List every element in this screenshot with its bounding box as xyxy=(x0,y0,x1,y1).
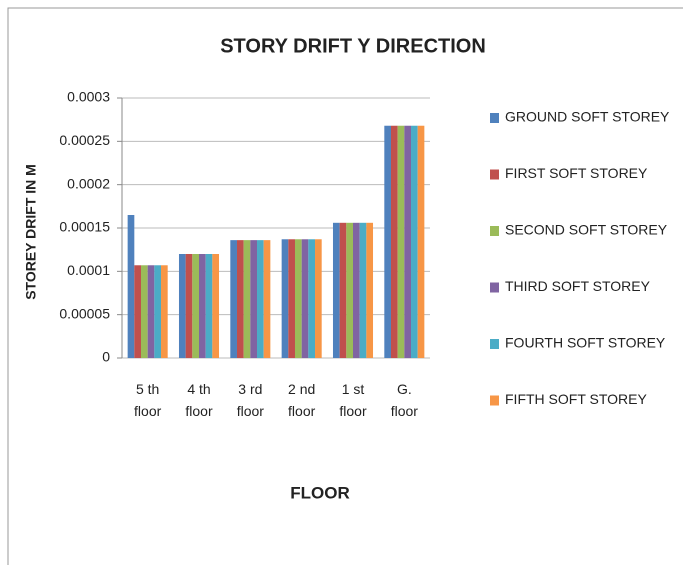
bar xyxy=(417,125,425,358)
x-tick-label: 4 th floor xyxy=(185,381,213,419)
bar xyxy=(397,125,405,358)
bar xyxy=(288,239,295,358)
legend-label: SECOND SOFT STOREY xyxy=(505,222,668,238)
legend-swatch xyxy=(490,113,499,123)
bar xyxy=(257,240,264,358)
y-tick-label: 0.00005 xyxy=(59,305,110,321)
legend-swatch xyxy=(490,226,499,236)
bar xyxy=(294,239,302,358)
x-tick-label: 3 rd floor xyxy=(236,381,264,419)
bar xyxy=(359,222,367,358)
legend-label: FIFTH SOFT STOREY xyxy=(505,391,647,407)
y-tick-label: 0.0001 xyxy=(67,262,110,278)
bar xyxy=(243,240,251,358)
y-tick-label: 0.0003 xyxy=(67,89,110,105)
legend-swatch xyxy=(490,169,499,180)
bar xyxy=(140,265,148,358)
legend-swatch xyxy=(490,395,499,406)
bar xyxy=(127,215,135,358)
bar xyxy=(212,254,220,358)
bar xyxy=(384,125,391,358)
bar xyxy=(404,125,412,358)
bar xyxy=(236,240,244,358)
y-tick-label: 0 xyxy=(102,349,110,365)
legend-label: THIRD SOFT STOREY xyxy=(505,278,651,294)
bar xyxy=(147,265,155,358)
bar xyxy=(411,125,418,358)
bar xyxy=(230,240,237,358)
bar xyxy=(250,240,258,358)
bar xyxy=(263,240,271,358)
bar xyxy=(390,125,398,358)
x-tick-label: 5 th floor xyxy=(134,381,162,419)
bar xyxy=(346,222,353,358)
x-tick-label: G. floor xyxy=(390,381,418,419)
legend-label: FOURTH SOFT STOREY xyxy=(505,335,666,351)
bar xyxy=(185,254,193,358)
bar xyxy=(134,265,141,358)
x-tick-label-box: 2 nd floor xyxy=(288,381,316,419)
bar xyxy=(205,254,213,358)
bar xyxy=(154,265,162,358)
y-tick-label: 0.00015 xyxy=(59,219,110,235)
y-tick-label: 0.00025 xyxy=(59,132,110,148)
bar xyxy=(192,254,199,358)
bar xyxy=(281,239,289,358)
bar xyxy=(332,222,340,358)
bar xyxy=(308,239,316,358)
x-tick-label: 2 nd floor xyxy=(288,381,316,419)
x-tick-label: 1 st floor xyxy=(339,381,367,419)
x-axis-label: FLOOR xyxy=(290,483,350,502)
bar xyxy=(339,222,347,358)
x-tick-label-box: 4 th floor xyxy=(185,381,213,419)
bar xyxy=(301,239,309,358)
bar xyxy=(178,254,186,358)
x-tick-label-box: G. floor xyxy=(390,381,418,419)
bar xyxy=(161,265,168,358)
bar xyxy=(353,222,360,358)
legend-label: FIRST SOFT STOREY xyxy=(505,165,648,181)
bar xyxy=(315,239,322,358)
y-tick-label: 0.0002 xyxy=(67,175,110,191)
legend-label: GROUND SOFT STOREY xyxy=(505,109,670,125)
bar xyxy=(366,222,374,358)
bar xyxy=(199,254,206,358)
x-tick-label-box: 3 rd floor xyxy=(236,381,264,419)
legend-swatch xyxy=(490,282,499,293)
legend-swatch xyxy=(490,339,499,349)
x-tick-label-box: 1 st floor xyxy=(339,381,367,419)
x-tick-label-box: 5 th floor xyxy=(134,381,162,419)
y-axis-label: STOREY DRIFT IN M xyxy=(23,164,39,300)
chart-title: STORY DRIFT Y DIRECTION xyxy=(220,35,486,57)
